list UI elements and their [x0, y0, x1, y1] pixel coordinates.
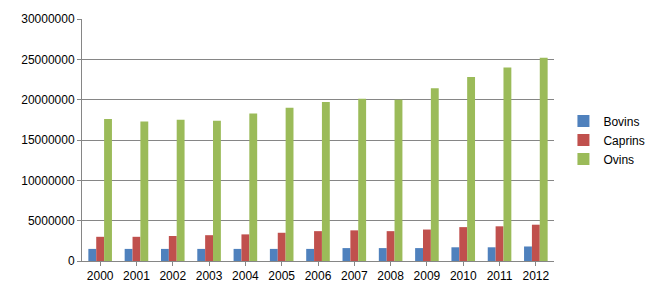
svg-text:10000000: 10000000	[21, 174, 75, 188]
svg-text:2002: 2002	[159, 269, 186, 283]
svg-text:2001: 2001	[123, 269, 150, 283]
svg-text:0: 0	[68, 254, 75, 268]
svg-text:Caprins: Caprins	[603, 134, 644, 148]
svg-text:Ovins: Ovins	[603, 153, 634, 167]
svg-text:2012: 2012	[522, 269, 549, 283]
svg-text:2003: 2003	[196, 269, 223, 283]
svg-text:2007: 2007	[341, 269, 368, 283]
svg-text:2011: 2011	[487, 269, 513, 283]
svg-text:2000: 2000	[87, 269, 114, 283]
svg-text:2005: 2005	[268, 269, 295, 283]
svg-text:20000000: 20000000	[21, 93, 75, 107]
svg-text:5000000: 5000000	[28, 214, 75, 228]
svg-text:2006: 2006	[305, 269, 332, 283]
svg-text:2009: 2009	[414, 269, 441, 283]
svg-text:25000000: 25000000	[21, 53, 75, 67]
svg-text:2008: 2008	[377, 269, 404, 283]
svg-text:15000000: 15000000	[21, 133, 75, 147]
svg-text:2004: 2004	[232, 269, 259, 283]
svg-text:2010: 2010	[450, 269, 477, 283]
svg-text:30000000: 30000000	[21, 12, 75, 26]
svg-text:Bovins: Bovins	[603, 115, 639, 129]
